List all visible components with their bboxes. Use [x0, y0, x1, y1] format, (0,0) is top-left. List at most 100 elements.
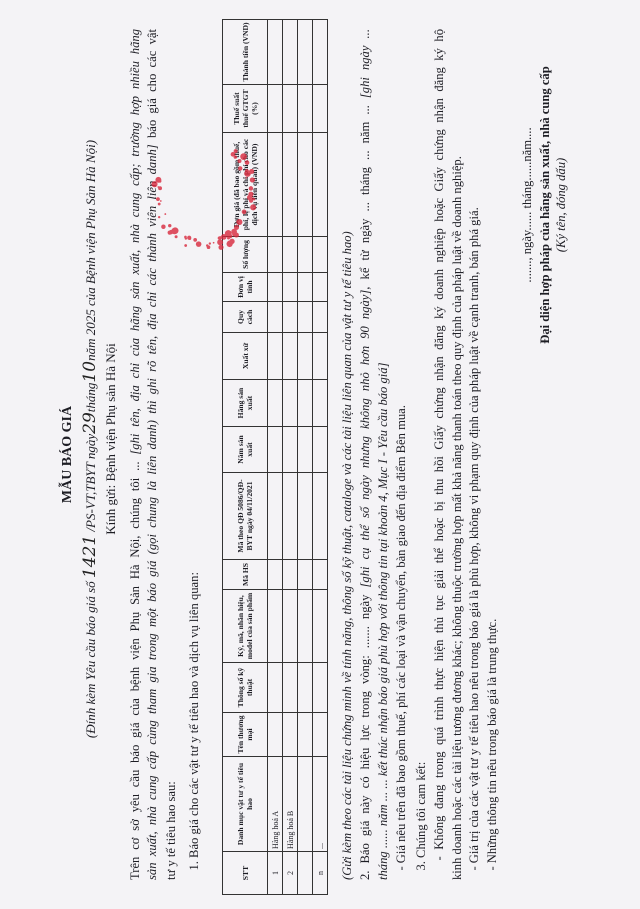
table-cell: [267, 132, 283, 237]
table-cell: [267, 272, 283, 302]
table-cell: [267, 19, 283, 85]
table-cell: [282, 589, 298, 663]
signature-title: Đại diện hợp pháp của hãng sản xuất, nhà…: [538, 66, 552, 344]
table-cell: [297, 332, 313, 380]
text-line: 2. Báo giá này có hiệu lực trong vòng: .…: [357, 29, 373, 880]
table-cell: [312, 132, 328, 237]
column-header: STT: [222, 851, 268, 895]
text-segment: (Gửi kèm theo các tài liệu chứng minh về…: [340, 231, 354, 880]
table-cell: [282, 559, 298, 590]
column-header: Năm sản xuất: [222, 426, 268, 473]
table-cell: Hàng hoá B: [282, 756, 298, 852]
table-cell: [297, 662, 313, 713]
table-cell: [297, 756, 313, 852]
table-cell: [297, 712, 313, 757]
table-cell: [297, 236, 313, 273]
text-line: - Giá trị của các vật tư y tế tiêu hao n…: [466, 29, 482, 880]
document-title: MẪU BÁO GIÁ: [60, 405, 75, 504]
signature-note: (Ký tên, đóng dấu): [554, 157, 568, 253]
subtitle-text: (Đính kèm Yêu cầu báo giá số: [83, 578, 98, 739]
table-cell: [282, 272, 298, 302]
text-segment: - Những thông tin nêu trong báo giá là t…: [485, 618, 499, 880]
table-cell: [312, 272, 328, 302]
table-cell: [282, 426, 298, 473]
table-cell: [282, 19, 298, 85]
table-cell: [267, 472, 283, 560]
table-cell: [282, 712, 298, 757]
text-line: Trên cơ sở yêu cầu báo giá của bệnh viện…: [127, 29, 143, 880]
subtitle-text: tháng: [83, 382, 98, 413]
table-cell: [282, 132, 298, 237]
column-header: Thông số kỹ thuật: [222, 662, 268, 713]
table-cell: [267, 662, 283, 713]
red-stamp-mark: [151, 149, 257, 250]
text-segment: 3. Chúng tôi cam kết:: [414, 761, 428, 880]
table-row: [297, 19, 313, 895]
table-cell: [312, 662, 328, 713]
subtitle-text: năm 2025 của Bệnh viện Phụ Sản Hà Nội): [83, 139, 98, 361]
text-segment: [ghi ngày ...: [358, 29, 372, 99]
table-cell: [282, 301, 298, 333]
table-row: 2 Hàng hoá B: [282, 19, 298, 895]
column-header: Thành tiền (VND): [222, 19, 268, 85]
table-cell: [267, 712, 283, 757]
column-header: Tên thương mại: [222, 712, 268, 757]
handwritten-value: 29: [80, 412, 100, 434]
table-cell: [267, 84, 283, 133]
table-cell: [312, 426, 328, 473]
text-segment: - Không đang trong quá trình thực hiện t…: [432, 29, 446, 880]
table-cell: [282, 662, 298, 713]
table-cell: [297, 472, 313, 560]
text-line: (Gửi kèm theo các tài liệu chứng minh về…: [339, 29, 355, 880]
table-cell: [312, 559, 328, 590]
handwritten-value: 10: [80, 360, 100, 383]
table-cell: [297, 272, 313, 302]
text-line: kinh doanh hoặc các tài liệu tương đương…: [449, 29, 465, 880]
column-header: Mã theo QĐ 5086/QĐ-BYT ngày 04/11/2021: [222, 472, 268, 560]
text-segment: 2. Báo giá này có hiệu lực trong vòng: .…: [358, 587, 372, 880]
text-segment: - Giá nêu trên đã bao gồm thuế, phí các …: [394, 405, 408, 880]
table-cell: [312, 236, 328, 273]
table-cell: [312, 84, 328, 133]
table-cell: [282, 332, 298, 380]
column-header: Ký, mã, nhãn hiệu, model của sản phẩm: [222, 589, 268, 663]
text-segment: 1. Báo giá cho các vật tư y tế tiêu hao …: [187, 572, 201, 880]
text-segment: [ghi cụ thể số ngày nhưng không nhỏ hơn …: [358, 289, 372, 588]
table-cell: [312, 379, 328, 427]
column-header: Đơn vị tính: [222, 272, 268, 302]
text-line: 3. Chúng tôi cam kết:: [413, 29, 429, 880]
table-cell: [297, 589, 313, 663]
signature-block: ......., ngày...... tháng......năm.... Đ…: [519, 66, 569, 344]
table-row: 1 Hàng hoá A: [267, 19, 283, 895]
text-segment: tháng ...... năm ... ... kết thúc nhận b…: [376, 362, 390, 881]
table-cell: [267, 332, 283, 380]
handwritten-value: 1421: [80, 534, 100, 579]
table-row: n...: [312, 19, 328, 895]
table-cell: n: [312, 851, 328, 895]
text-line: - Giá nêu trên đã bao gồm thuế, phí các …: [393, 29, 409, 880]
table-cell: [297, 559, 313, 590]
table-cell: [282, 379, 298, 427]
table-cell: [282, 472, 298, 560]
table-cell: [297, 132, 313, 237]
signature-date-line: ......., ngày...... tháng......năm....: [520, 127, 534, 283]
column-header: Hãng sản xuất: [222, 379, 268, 427]
text-segment: , kể từ ngày ... tháng ... năm ...: [358, 98, 372, 290]
table-cell: [282, 84, 298, 133]
column-header: Xuất xứ: [222, 332, 268, 380]
table-cell: [267, 379, 283, 427]
document-subtitle: (Đính kèm Yêu cầu báo giá số 1421 /PS-VT…: [80, 0, 100, 909]
table-cell: [297, 426, 313, 473]
table-cell: [267, 589, 283, 663]
table-cell: ...: [312, 756, 328, 852]
text-segment: [ghi tên, địa chỉ của hãng sản xuất, nhà…: [128, 29, 142, 455]
text-segment: Trên cơ sở yêu cầu báo giá của bệnh viện…: [128, 454, 142, 880]
table-cell: [312, 19, 328, 85]
text-segment: tư y tế tiêu hao sau:: [164, 781, 178, 880]
recipient-line: Kính gửi: Bệnh viện Phụ sản Hà Nội: [103, 343, 118, 535]
table-cell: [312, 712, 328, 757]
table-cell: [312, 301, 328, 333]
table-cell: 2: [282, 851, 298, 895]
table-cell: [297, 19, 313, 85]
